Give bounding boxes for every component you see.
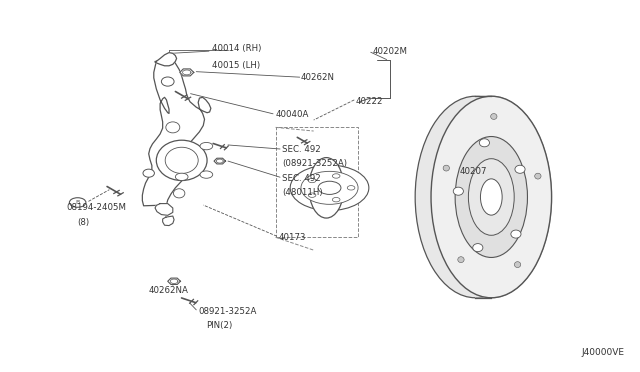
Text: 40173: 40173 <box>279 233 307 242</box>
Text: 40040A: 40040A <box>276 110 309 119</box>
Circle shape <box>301 171 358 204</box>
Text: 40207: 40207 <box>460 167 487 176</box>
Polygon shape <box>476 96 552 298</box>
Ellipse shape <box>166 122 180 133</box>
Circle shape <box>175 173 188 180</box>
Polygon shape <box>214 158 225 164</box>
Ellipse shape <box>161 77 174 86</box>
Circle shape <box>332 174 340 178</box>
Text: 40014 (RH): 40014 (RH) <box>212 44 262 53</box>
Text: 40262NA: 40262NA <box>148 286 189 295</box>
Text: 08921-3252A: 08921-3252A <box>198 307 257 316</box>
Text: 40262N: 40262N <box>301 73 335 83</box>
Ellipse shape <box>468 159 514 235</box>
Ellipse shape <box>415 96 536 298</box>
Ellipse shape <box>511 230 521 238</box>
Ellipse shape <box>443 165 449 171</box>
Circle shape <box>318 181 341 195</box>
Circle shape <box>348 186 355 190</box>
Text: (48011H): (48011H) <box>282 188 323 197</box>
Ellipse shape <box>473 244 483 251</box>
Text: 40202M: 40202M <box>372 46 408 56</box>
Text: (08921-3252A): (08921-3252A) <box>282 159 347 168</box>
Ellipse shape <box>173 189 185 198</box>
Polygon shape <box>163 216 174 225</box>
Text: (8): (8) <box>77 218 90 227</box>
Polygon shape <box>155 52 177 66</box>
Ellipse shape <box>534 173 541 179</box>
Ellipse shape <box>515 262 521 267</box>
Text: B: B <box>76 200 80 205</box>
Text: SEC. 492: SEC. 492 <box>282 174 321 183</box>
Circle shape <box>290 165 369 211</box>
Polygon shape <box>168 278 180 285</box>
Ellipse shape <box>165 147 198 173</box>
Circle shape <box>332 198 340 202</box>
Text: 40222: 40222 <box>356 97 383 106</box>
Ellipse shape <box>479 139 490 147</box>
Ellipse shape <box>481 179 502 215</box>
Circle shape <box>200 142 212 150</box>
Ellipse shape <box>453 187 463 195</box>
Ellipse shape <box>156 140 207 180</box>
Ellipse shape <box>309 158 344 218</box>
Ellipse shape <box>455 137 527 257</box>
Ellipse shape <box>143 169 154 177</box>
Polygon shape <box>155 203 173 215</box>
Circle shape <box>308 193 316 198</box>
Text: J40000VE: J40000VE <box>582 348 625 357</box>
Text: PIN(2): PIN(2) <box>206 321 232 330</box>
Circle shape <box>200 171 212 178</box>
Ellipse shape <box>515 165 525 173</box>
Polygon shape <box>142 53 211 206</box>
Text: SEC. 492: SEC. 492 <box>282 145 321 154</box>
Text: 40015 (LH): 40015 (LH) <box>212 61 260 70</box>
Text: 08194-2405M: 08194-2405M <box>66 203 126 212</box>
Polygon shape <box>180 69 194 76</box>
Ellipse shape <box>431 96 552 298</box>
Ellipse shape <box>491 113 497 119</box>
Circle shape <box>308 178 316 183</box>
Ellipse shape <box>458 257 464 263</box>
